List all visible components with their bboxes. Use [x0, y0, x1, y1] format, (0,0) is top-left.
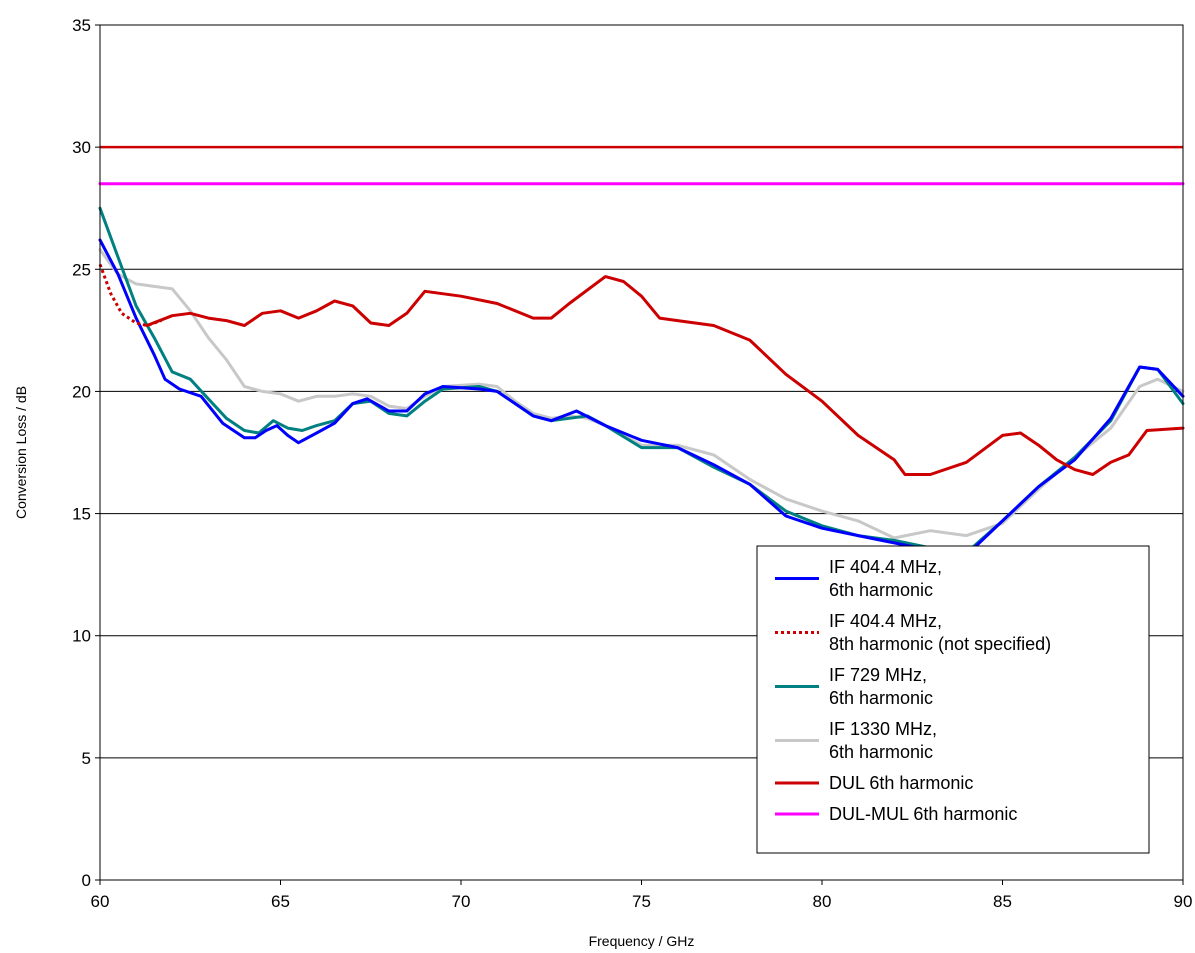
x-tick-label: 75 — [632, 892, 651, 911]
y-tick-label: 30 — [72, 138, 91, 157]
x-tick-label: 85 — [993, 892, 1012, 911]
y-tick-label: 10 — [72, 627, 91, 646]
series-line — [98, 263, 162, 327]
legend-label: DUL 6th harmonic — [829, 773, 973, 793]
x-tick-label: 60 — [91, 892, 110, 911]
y-tick-label: 25 — [72, 260, 91, 279]
y-tick-label: 35 — [72, 16, 91, 35]
legend-label: IF 1330 MHz, — [829, 719, 937, 739]
legend-label: IF 404.4 MHz, — [829, 611, 942, 631]
y-tick-label: 20 — [72, 382, 91, 401]
x-axis-title: Frequency / GHz — [589, 933, 695, 949]
axis-layer: 0 5 10 15 20 25 30 35 60 65 70 75 80 85 90 — [72, 16, 1192, 911]
legend-label: 8th harmonic (not specified) — [829, 634, 1051, 654]
legend-box — [756, 545, 1150, 854]
legend-label: IF 404.4 MHz, — [829, 557, 942, 577]
y-tick-label: 15 — [72, 505, 91, 524]
y-axis-title: Conversion Loss / dB — [13, 386, 29, 519]
legend: IF 404.4 MHz, 6th harmonic IF 404.4 MHz, 8t… — [756, 545, 1150, 854]
legend-label: 6th harmonic — [829, 688, 933, 708]
legend-label: 6th harmonic — [829, 580, 933, 600]
series-line — [145, 275, 1185, 476]
y-tick-label: 0 — [82, 871, 91, 890]
legend-label: IF 729 MHz, — [829, 665, 927, 685]
x-tick-label: 65 — [271, 892, 290, 911]
x-tick-label: 80 — [813, 892, 832, 911]
legend-label: 6th harmonic — [829, 742, 933, 762]
series-line — [98, 248, 1185, 540]
x-tick-label: 90 — [1174, 892, 1193, 911]
x-tick-label: 70 — [452, 892, 471, 911]
legend-label: DUL-MUL 6th harmonic — [829, 804, 1017, 824]
y-tick-label: 5 — [82, 749, 91, 768]
